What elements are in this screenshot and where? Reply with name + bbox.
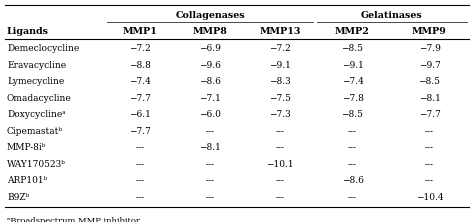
Text: −7.7: −7.7 — [129, 127, 151, 136]
Text: ---: --- — [348, 127, 357, 136]
Text: ---: --- — [275, 127, 284, 136]
Text: Gelatinases: Gelatinases — [361, 10, 423, 20]
Text: −7.2: −7.2 — [129, 44, 151, 54]
Text: −6.9: −6.9 — [199, 44, 221, 54]
Text: −9.6: −9.6 — [199, 61, 221, 70]
Text: −8.5: −8.5 — [419, 77, 440, 86]
Text: −8.5: −8.5 — [341, 110, 364, 119]
Text: Cipemastatᵇ: Cipemastatᵇ — [7, 127, 63, 136]
Text: −8.8: −8.8 — [129, 61, 151, 70]
Text: −6.0: −6.0 — [199, 110, 221, 119]
Text: ---: --- — [425, 176, 434, 185]
Text: MMP2: MMP2 — [335, 26, 370, 36]
Text: −7.4: −7.4 — [342, 77, 364, 86]
Text: Lymecycline: Lymecycline — [7, 77, 64, 86]
Text: ---: --- — [136, 193, 145, 202]
Text: −8.1: −8.1 — [199, 143, 221, 152]
Text: −8.6: −8.6 — [199, 77, 221, 86]
Text: ---: --- — [275, 143, 284, 152]
Text: ---: --- — [206, 160, 215, 169]
Text: ᵃBroadspectrum MMP inhibitor.: ᵃBroadspectrum MMP inhibitor. — [7, 217, 142, 222]
Text: −7.2: −7.2 — [269, 44, 291, 54]
Text: −8.1: −8.1 — [419, 94, 440, 103]
Text: ---: --- — [275, 176, 284, 185]
Text: Demeclocycline: Demeclocycline — [7, 44, 79, 54]
Text: Doxycyclineᵃ: Doxycyclineᵃ — [7, 110, 66, 119]
Text: −9.7: −9.7 — [419, 61, 440, 70]
Text: ---: --- — [348, 193, 357, 202]
Text: ---: --- — [136, 176, 145, 185]
Text: Collagenases: Collagenases — [175, 10, 245, 20]
Text: −7.5: −7.5 — [269, 94, 291, 103]
Text: ---: --- — [425, 127, 434, 136]
Text: −7.3: −7.3 — [269, 110, 291, 119]
Text: ---: --- — [425, 160, 434, 169]
Text: MMP1: MMP1 — [123, 26, 157, 36]
Text: −9.1: −9.1 — [342, 61, 364, 70]
Text: −7.7: −7.7 — [129, 94, 151, 103]
Text: ---: --- — [136, 143, 145, 152]
Text: −8.3: −8.3 — [269, 77, 291, 86]
Text: MMP8: MMP8 — [192, 26, 228, 36]
Text: Ligands: Ligands — [7, 26, 49, 36]
Text: MMP13: MMP13 — [259, 26, 301, 36]
Text: −9.1: −9.1 — [269, 61, 291, 70]
Text: ---: --- — [275, 193, 284, 202]
Text: ARP101ᵇ: ARP101ᵇ — [7, 176, 47, 185]
Text: −7.7: −7.7 — [419, 110, 440, 119]
Text: WAY170523ᵇ: WAY170523ᵇ — [7, 160, 66, 169]
Text: ---: --- — [206, 176, 215, 185]
Text: ---: --- — [348, 143, 357, 152]
Text: −6.1: −6.1 — [129, 110, 151, 119]
Text: ---: --- — [425, 143, 434, 152]
Text: ---: --- — [206, 127, 215, 136]
Text: −8.6: −8.6 — [342, 176, 364, 185]
Text: −8.5: −8.5 — [341, 44, 364, 54]
Text: −7.1: −7.1 — [199, 94, 221, 103]
Text: −7.8: −7.8 — [342, 94, 364, 103]
Text: Omadacycline: Omadacycline — [7, 94, 72, 103]
Text: −10.4: −10.4 — [416, 193, 443, 202]
Text: B9Zᵇ: B9Zᵇ — [7, 193, 29, 202]
Text: MMP9: MMP9 — [412, 26, 447, 36]
Text: ---: --- — [206, 193, 215, 202]
Text: MMP-8iᵇ: MMP-8iᵇ — [7, 143, 46, 152]
Text: −10.1: −10.1 — [266, 160, 294, 169]
Text: ---: --- — [348, 160, 357, 169]
Text: −7.9: −7.9 — [419, 44, 440, 54]
Text: −7.4: −7.4 — [129, 77, 151, 86]
Text: Eravacycline: Eravacycline — [7, 61, 66, 70]
Text: ---: --- — [136, 160, 145, 169]
